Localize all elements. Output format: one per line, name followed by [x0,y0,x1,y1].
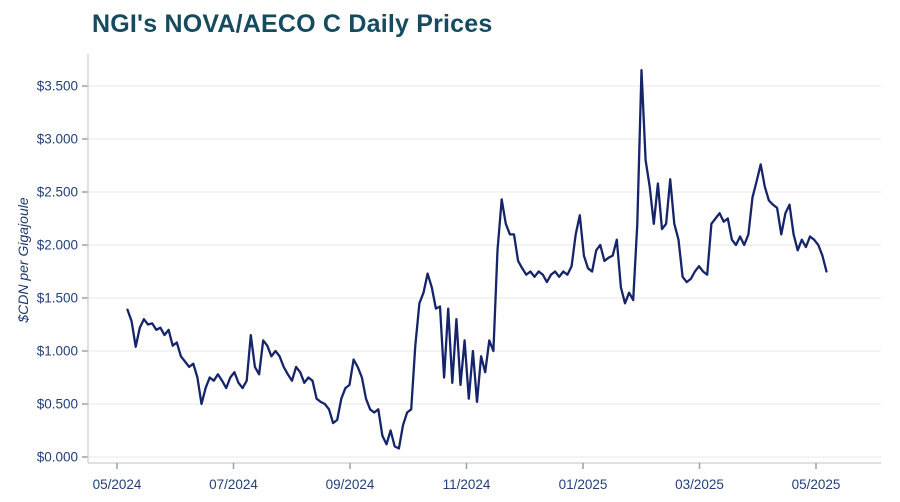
x-tick-label: 01/2025 [559,477,608,492]
y-tick-label: $1.000 [37,344,78,359]
x-tick-label: 09/2024 [326,477,375,492]
x-tick-label: 05/2025 [792,477,841,492]
price-series-line [126,68,828,450]
chart-title: NGI's NOVA/AECO C Daily Prices [92,10,493,38]
x-tick-label: 03/2025 [675,477,724,492]
y-tick-label: $0.000 [37,450,78,465]
y-tick-label: $1.500 [37,291,78,306]
x-tick-label: 05/2024 [93,477,142,492]
x-tick-label: 07/2024 [209,477,258,492]
x-tick-label: 11/2024 [443,477,491,492]
y-tick-label: $2.500 [37,185,78,200]
y-axis-title: $CDN per Gigajoule [15,197,31,323]
y-tick-label: $3.000 [37,132,78,147]
y-tick-label: $3.500 [37,79,78,94]
y-tick-label: $2.000 [37,238,78,253]
y-tick-label: $0.500 [37,397,78,412]
